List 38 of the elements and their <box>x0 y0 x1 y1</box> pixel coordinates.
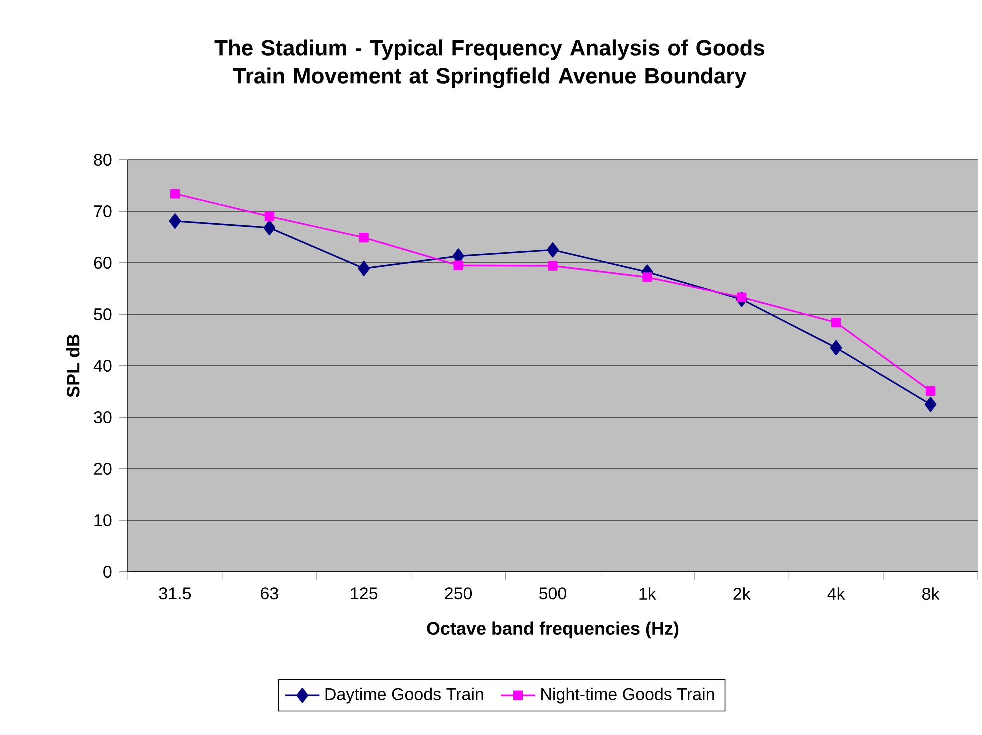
chart-title: The Stadium - Typical Frequency Analysis of Goods Train Movement at Springfield Avenue Boundary <box>214 40 765 88</box>
x-tick-label: 2k <box>734 588 751 600</box>
x-tick-label: 250 <box>445 588 472 600</box>
point <box>454 260 464 270</box>
point <box>359 232 369 243</box>
y-tick-label: 10 <box>94 514 112 526</box>
y-tick-label: 30 <box>94 411 112 424</box>
point <box>830 340 842 356</box>
x-axis-title: Octave band frequencies (Hz) <box>427 622 679 639</box>
point <box>924 397 937 412</box>
point <box>358 261 370 276</box>
legend-label: Daytime Goods Train <box>326 688 484 704</box>
point <box>264 212 274 222</box>
point <box>926 386 936 396</box>
x-tick-label: 8k <box>922 588 940 600</box>
y-tick-label: 80 <box>94 154 112 166</box>
point <box>548 261 558 271</box>
point <box>832 318 842 328</box>
y-tick-label: 40 <box>94 360 112 372</box>
point <box>737 292 747 302</box>
y-tick-label: 60 <box>94 257 112 270</box>
point <box>547 242 559 258</box>
point <box>642 272 652 282</box>
y-tick-label: 20 <box>94 462 112 476</box>
x-tick-label: 1k <box>640 588 656 600</box>
y-tick-label: 70 <box>94 206 112 218</box>
x-tick-label: 500 <box>540 588 566 600</box>
y-tick-label: 0 <box>104 566 112 578</box>
x-tick-label: 4k <box>828 588 846 600</box>
y-tick-label: 50 <box>94 308 112 321</box>
x-tick-label: 125 <box>351 588 378 600</box>
point <box>169 214 182 229</box>
point <box>170 189 180 199</box>
point <box>264 220 276 236</box>
x-tick-label: 63 <box>261 588 278 600</box>
y-axis-title: SPL dB <box>66 334 80 398</box>
legend-label: Night-time Goods Train <box>542 688 714 704</box>
x-tick-label: 31.5 <box>159 588 192 600</box>
